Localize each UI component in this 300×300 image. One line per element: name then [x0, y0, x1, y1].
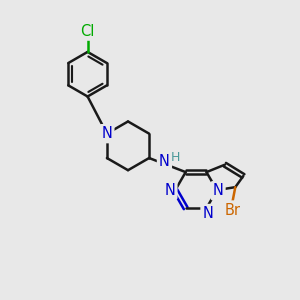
Text: N: N: [202, 206, 213, 221]
Text: N: N: [164, 183, 175, 198]
Text: N: N: [101, 126, 112, 141]
Text: Cl: Cl: [80, 24, 95, 39]
Text: Br: Br: [224, 202, 240, 217]
Text: N: N: [213, 183, 224, 198]
Text: H: H: [171, 151, 180, 164]
Text: N: N: [159, 154, 170, 169]
